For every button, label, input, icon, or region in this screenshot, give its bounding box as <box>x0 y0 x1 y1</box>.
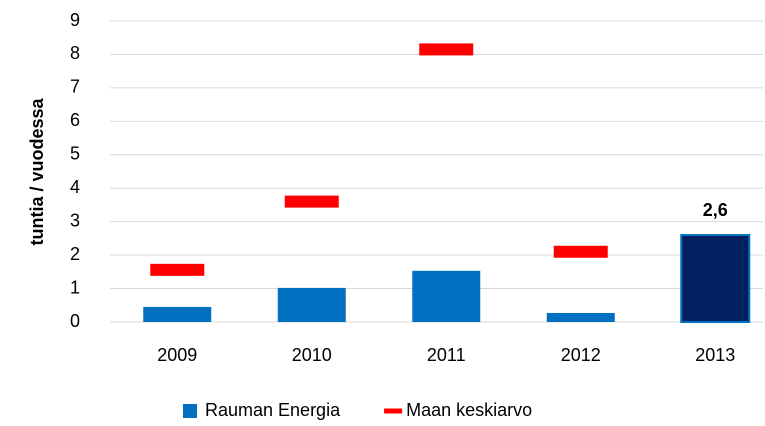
bar <box>412 270 481 322</box>
y-tick-label: 7 <box>70 77 80 97</box>
x-tick-label: 2010 <box>292 345 332 365</box>
y-tick-label: 9 <box>70 10 80 30</box>
marker <box>150 263 205 276</box>
x-tick-label: 2011 <box>427 345 466 365</box>
bar <box>143 306 212 322</box>
bar <box>546 312 615 322</box>
bar <box>277 287 346 322</box>
x-tick-label: 2012 <box>561 345 601 365</box>
y-tick-label: 4 <box>70 177 80 197</box>
legend-swatch <box>183 404 197 418</box>
marker <box>419 43 474 56</box>
legend-label: Rauman Energia <box>205 400 341 420</box>
legend-label: Maan keskiarvo <box>406 400 532 420</box>
data-label: 2,6 <box>703 200 728 220</box>
marker <box>284 195 339 208</box>
y-tick-label: 6 <box>70 110 80 130</box>
legend-swatch <box>384 408 403 414</box>
x-tick-label: 2009 <box>157 345 197 365</box>
marker <box>553 245 608 258</box>
bar <box>680 234 751 324</box>
y-tick-label: 0 <box>70 311 80 331</box>
y-tick-label: 5 <box>70 144 80 164</box>
y-axis-label: tuntia / vuodessa <box>27 98 47 246</box>
y-tick-label: 8 <box>70 43 80 63</box>
x-tick-label: 2013 <box>695 345 735 365</box>
y-tick-label: 1 <box>70 277 80 297</box>
y-tick-label: 3 <box>70 210 80 230</box>
y-tick-label: 2 <box>70 244 80 264</box>
